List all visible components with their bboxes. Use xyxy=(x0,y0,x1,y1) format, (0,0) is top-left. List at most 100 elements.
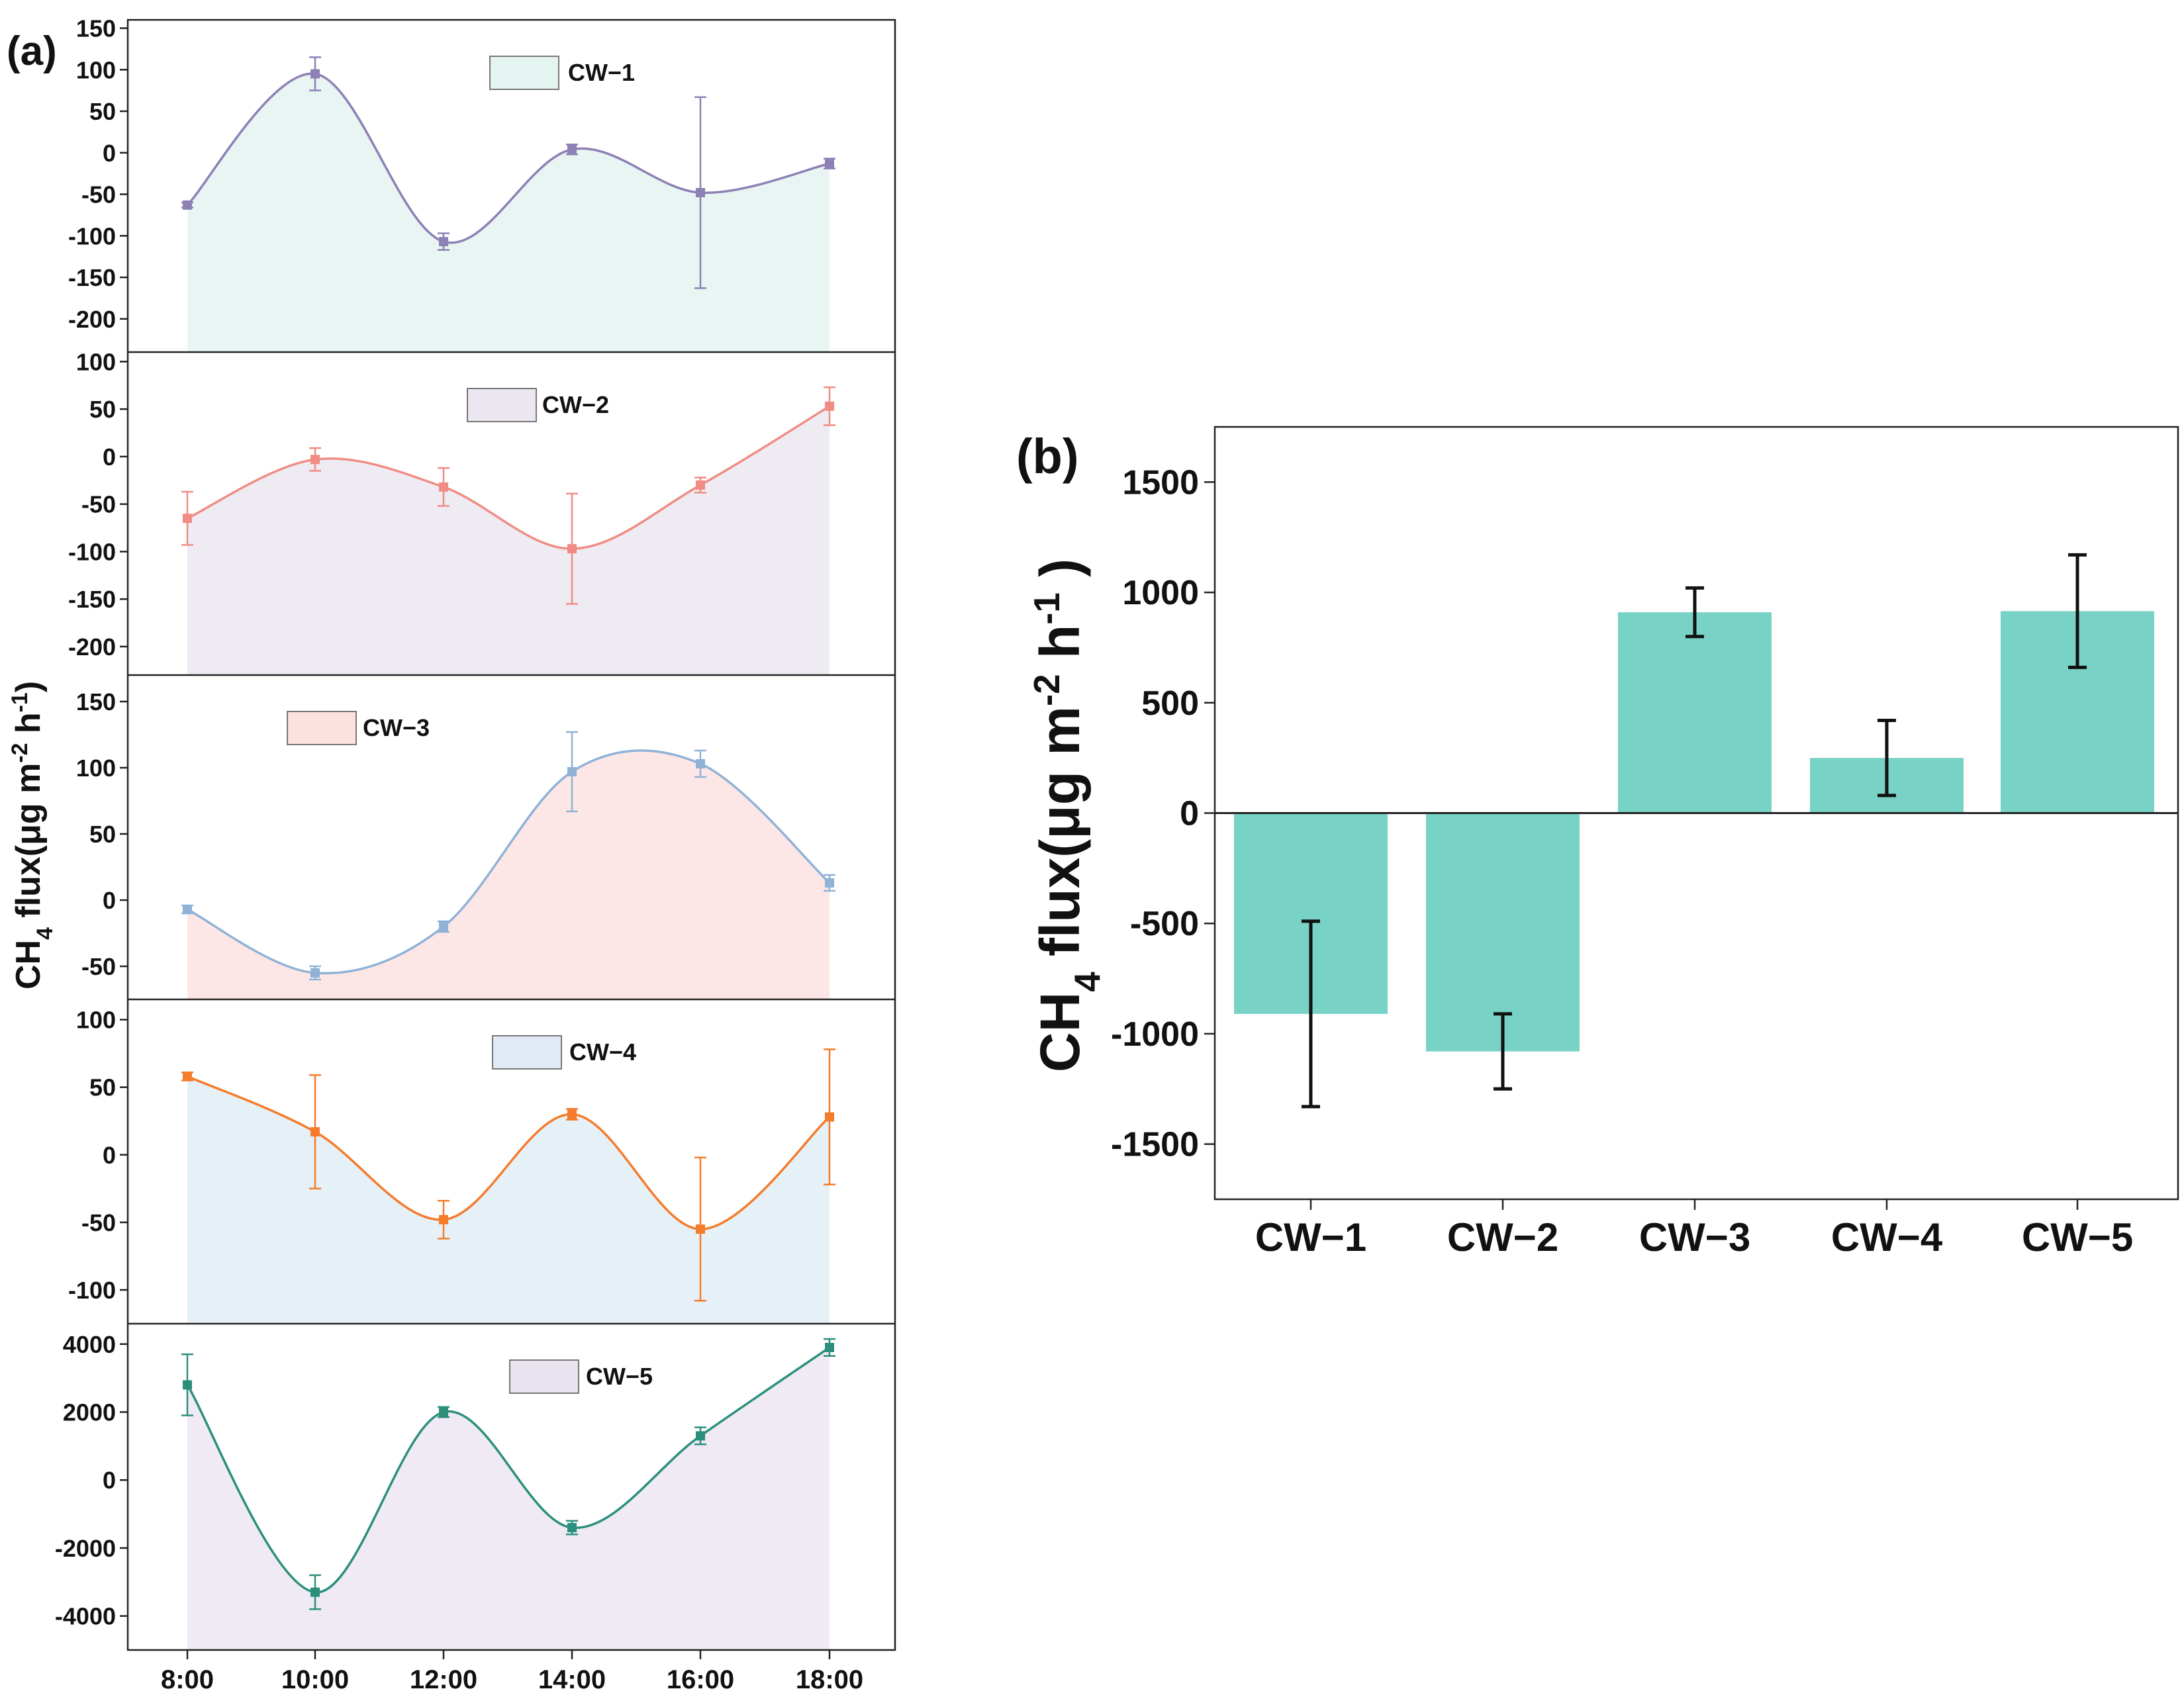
data-point xyxy=(696,1224,705,1234)
legend-label-cw-2: CW−2 xyxy=(542,391,609,418)
y-tick-label: 50 xyxy=(89,98,116,125)
area-fill-cw-2 xyxy=(187,406,830,675)
y-tick-label: -2000 xyxy=(55,1535,116,1562)
y-tick-label: -200 xyxy=(68,306,116,333)
y-tick-label: 0 xyxy=(103,1142,116,1169)
y-tick-label: -100 xyxy=(68,222,116,250)
data-point xyxy=(310,968,320,978)
y-tick-label: -100 xyxy=(68,538,116,565)
panel-a-line-charts: 150 100 50 0 -50 -100 -150 -200 CW−1 100 50 0 -50 -10… xyxy=(7,15,896,1693)
data-point xyxy=(825,401,834,411)
x-tick-label-cw-5: CW−5 xyxy=(2022,1215,2133,1259)
panel-b-frame xyxy=(1213,426,2179,1201)
data-point xyxy=(567,1523,577,1533)
y-tick-label: -1000 xyxy=(1111,1015,1199,1054)
y-tick-label: 4000 xyxy=(63,1331,116,1358)
area-fill-cw-5 xyxy=(187,1347,830,1650)
data-point xyxy=(439,1407,448,1417)
y-tick-label: -4000 xyxy=(55,1603,116,1630)
bar-cw-2 xyxy=(1426,813,1580,1052)
data-point xyxy=(439,237,448,247)
data-point xyxy=(567,1109,577,1119)
subplot-cw-5: 4000 2000 0 -2000 -4000 CW−5 xyxy=(55,1322,895,1650)
y-tick-label: 50 xyxy=(89,1074,116,1101)
legend-swatch-cw-3 xyxy=(287,711,357,745)
data-point xyxy=(439,1214,448,1224)
x-tick-label: 16:00 xyxy=(667,1665,734,1693)
data-point xyxy=(696,759,705,768)
y-tick-label: 50 xyxy=(89,396,116,423)
legend-label-cw-1: CW−1 xyxy=(568,59,635,86)
x-tick-label-cw-1: CW−1 xyxy=(1255,1215,1366,1259)
y-tick-label: 0 xyxy=(103,1467,116,1494)
y-tick-label: -500 xyxy=(1130,905,1199,943)
subplot-cw-3: 150 100 50 0 -50 CW−3 xyxy=(76,674,895,999)
data-point xyxy=(439,922,448,931)
data-point xyxy=(183,905,192,914)
y-tick-label: 1000 xyxy=(1122,574,1199,612)
panel-b-y-axis-label: CH4 flux(μg m-2 h-1 ) xyxy=(1027,559,1108,1072)
data-point xyxy=(567,544,577,554)
y-tick-label: -50 xyxy=(81,1209,116,1236)
data-point xyxy=(696,188,705,198)
legend-swatch-cw-4 xyxy=(492,1035,562,1070)
y-tick-label: 100 xyxy=(76,1007,116,1034)
data-point xyxy=(567,144,577,154)
panel-a-label: (a) xyxy=(7,28,57,74)
subplot-cw-4: 100 50 0 -50 -100 CW−4 xyxy=(68,998,895,1324)
x-tick-label-cw-4: CW−4 xyxy=(1831,1215,1943,1259)
data-point xyxy=(183,1072,192,1081)
area-fill-cw-3 xyxy=(187,750,830,999)
y-tick-label: 100 xyxy=(76,348,116,375)
y-tick-label: 0 xyxy=(103,140,116,167)
y-tick-label: 1500 xyxy=(1122,463,1199,502)
data-point xyxy=(825,878,834,888)
y-tick-label: 150 xyxy=(76,688,116,715)
data-point xyxy=(310,69,320,79)
data-point xyxy=(310,455,320,465)
x-tick-label: 14:00 xyxy=(538,1665,606,1693)
data-point xyxy=(310,1587,320,1597)
x-tick-label: 18:00 xyxy=(796,1665,863,1693)
x-tick-label-cw-2: CW−2 xyxy=(1447,1215,1558,1259)
data-point xyxy=(696,1431,705,1441)
subplot-cw-1: 150 100 50 0 -50 -100 -150 -200 CW−1 xyxy=(68,15,835,352)
y-tick-label: 0 xyxy=(1180,795,1199,833)
series-line-cw-2 xyxy=(187,405,830,550)
y-tick-label: 100 xyxy=(76,56,116,83)
subplot-cw-2: 100 50 0 -50 -100 -150 -200 CW−2 xyxy=(68,348,895,675)
data-point xyxy=(825,1342,834,1352)
y-tick-label: -150 xyxy=(68,264,116,291)
y-tick-label: -50 xyxy=(81,491,116,518)
legend-label-cw-5: CW−5 xyxy=(586,1363,653,1390)
area-fill-cw-1 xyxy=(187,73,830,352)
panel-b-bar-chart: CW−1 CW−2 CW−3 CW−4 CW−5 1500 1000 500 0 -500 -100… xyxy=(1027,426,2179,1259)
series-line-cw-3 xyxy=(187,749,831,975)
data-point xyxy=(825,159,834,169)
y-tick-label: -50 xyxy=(81,181,116,208)
panel-a-y-axis-label: CH4 flux(μg m-2 h-1) xyxy=(7,681,58,989)
y-tick-label: 0 xyxy=(103,887,116,914)
y-tick-label: -100 xyxy=(68,1277,116,1304)
y-tick-label: -1500 xyxy=(1111,1126,1199,1164)
x-tick-label-cw-3: CW−3 xyxy=(1639,1215,1750,1259)
data-point xyxy=(183,1380,192,1390)
y-tick-label: 50 xyxy=(89,821,116,848)
legend-swatch-cw-5 xyxy=(509,1359,579,1394)
data-point xyxy=(310,1127,320,1137)
legend-label-cw-3: CW−3 xyxy=(363,714,430,741)
data-point xyxy=(696,480,705,490)
bar-cw-3 xyxy=(1618,612,1772,813)
y-tick-label: 2000 xyxy=(63,1399,116,1426)
x-tick-label: 10:00 xyxy=(281,1665,349,1693)
y-tick-label: 500 xyxy=(1141,684,1199,723)
y-tick-label: -150 xyxy=(68,586,116,613)
panel-b-label: (b) xyxy=(1016,429,1079,484)
data-point xyxy=(439,482,448,492)
legend-label-cw-4: CW−4 xyxy=(569,1038,636,1066)
area-fill-cw-4 xyxy=(187,1076,830,1324)
y-tick-label: -50 xyxy=(81,953,116,980)
data-point xyxy=(825,1112,834,1122)
legend-swatch-cw-1 xyxy=(489,56,559,90)
